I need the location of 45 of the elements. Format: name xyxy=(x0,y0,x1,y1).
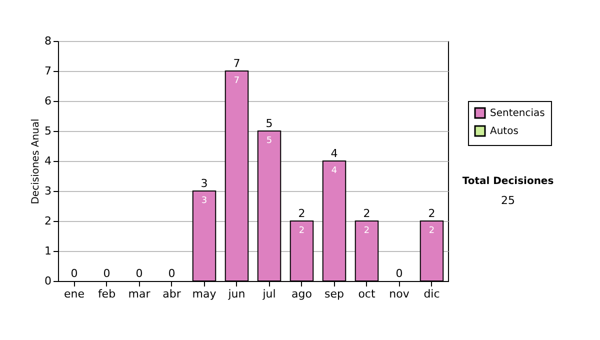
total-label: 0 xyxy=(396,267,403,280)
legend-label: Sentencias xyxy=(490,108,545,119)
x-tick-label: feb xyxy=(98,288,116,300)
data-label: 5 xyxy=(266,136,272,146)
y-tick-label: 4 xyxy=(44,154,52,168)
legend-label: Autos xyxy=(490,126,518,137)
total-label: 0 xyxy=(168,267,176,280)
x-tick-label: nov xyxy=(389,288,410,300)
y-tick-label: 8 xyxy=(44,34,52,48)
data-label: 7 xyxy=(234,76,240,86)
data-label: 4 xyxy=(331,166,338,176)
y-tick-label: 5 xyxy=(44,124,52,138)
total-label: 0 xyxy=(103,267,110,280)
y-tick-label: 7 xyxy=(44,64,52,78)
total-label: 4 xyxy=(330,147,338,160)
y-tick-label: 0 xyxy=(44,274,52,288)
data-label: 2 xyxy=(364,226,370,236)
x-tick-label: ago xyxy=(292,288,312,300)
x-tick-label: jun xyxy=(227,288,246,300)
x-tick-label: abr xyxy=(162,288,182,300)
y-tick-label: 1 xyxy=(44,244,52,258)
x-tick-label: ene xyxy=(64,288,85,300)
x-tick-label: may xyxy=(192,288,217,300)
total-label: 2 xyxy=(363,207,370,220)
total-label: 5 xyxy=(266,117,273,130)
text: Total Decisiones xyxy=(462,176,554,187)
total-label: 0 xyxy=(70,267,78,280)
y-tick-label: 2 xyxy=(44,214,52,228)
x-tick-label: sep xyxy=(324,288,344,300)
x-tick-label: oct xyxy=(358,288,376,300)
total-label: 3 xyxy=(200,177,208,190)
total-label: 2 xyxy=(298,207,306,220)
x-tick-label: mar xyxy=(128,288,151,300)
y-tick-label: 3 xyxy=(44,184,52,198)
data-label: 2 xyxy=(298,226,305,236)
total-label: 7 xyxy=(233,57,240,70)
y-axis-title: Decisiones Anual xyxy=(30,118,42,204)
x-tick-label: dic xyxy=(424,288,440,300)
text: 25 xyxy=(501,194,515,207)
y-tick-label: 6 xyxy=(44,94,52,108)
x-tick-label: jul xyxy=(262,288,276,300)
total-label: 0 xyxy=(136,267,143,280)
total-label: 2 xyxy=(428,207,436,220)
data-label: 2 xyxy=(428,226,435,236)
data-label: 3 xyxy=(201,196,208,206)
